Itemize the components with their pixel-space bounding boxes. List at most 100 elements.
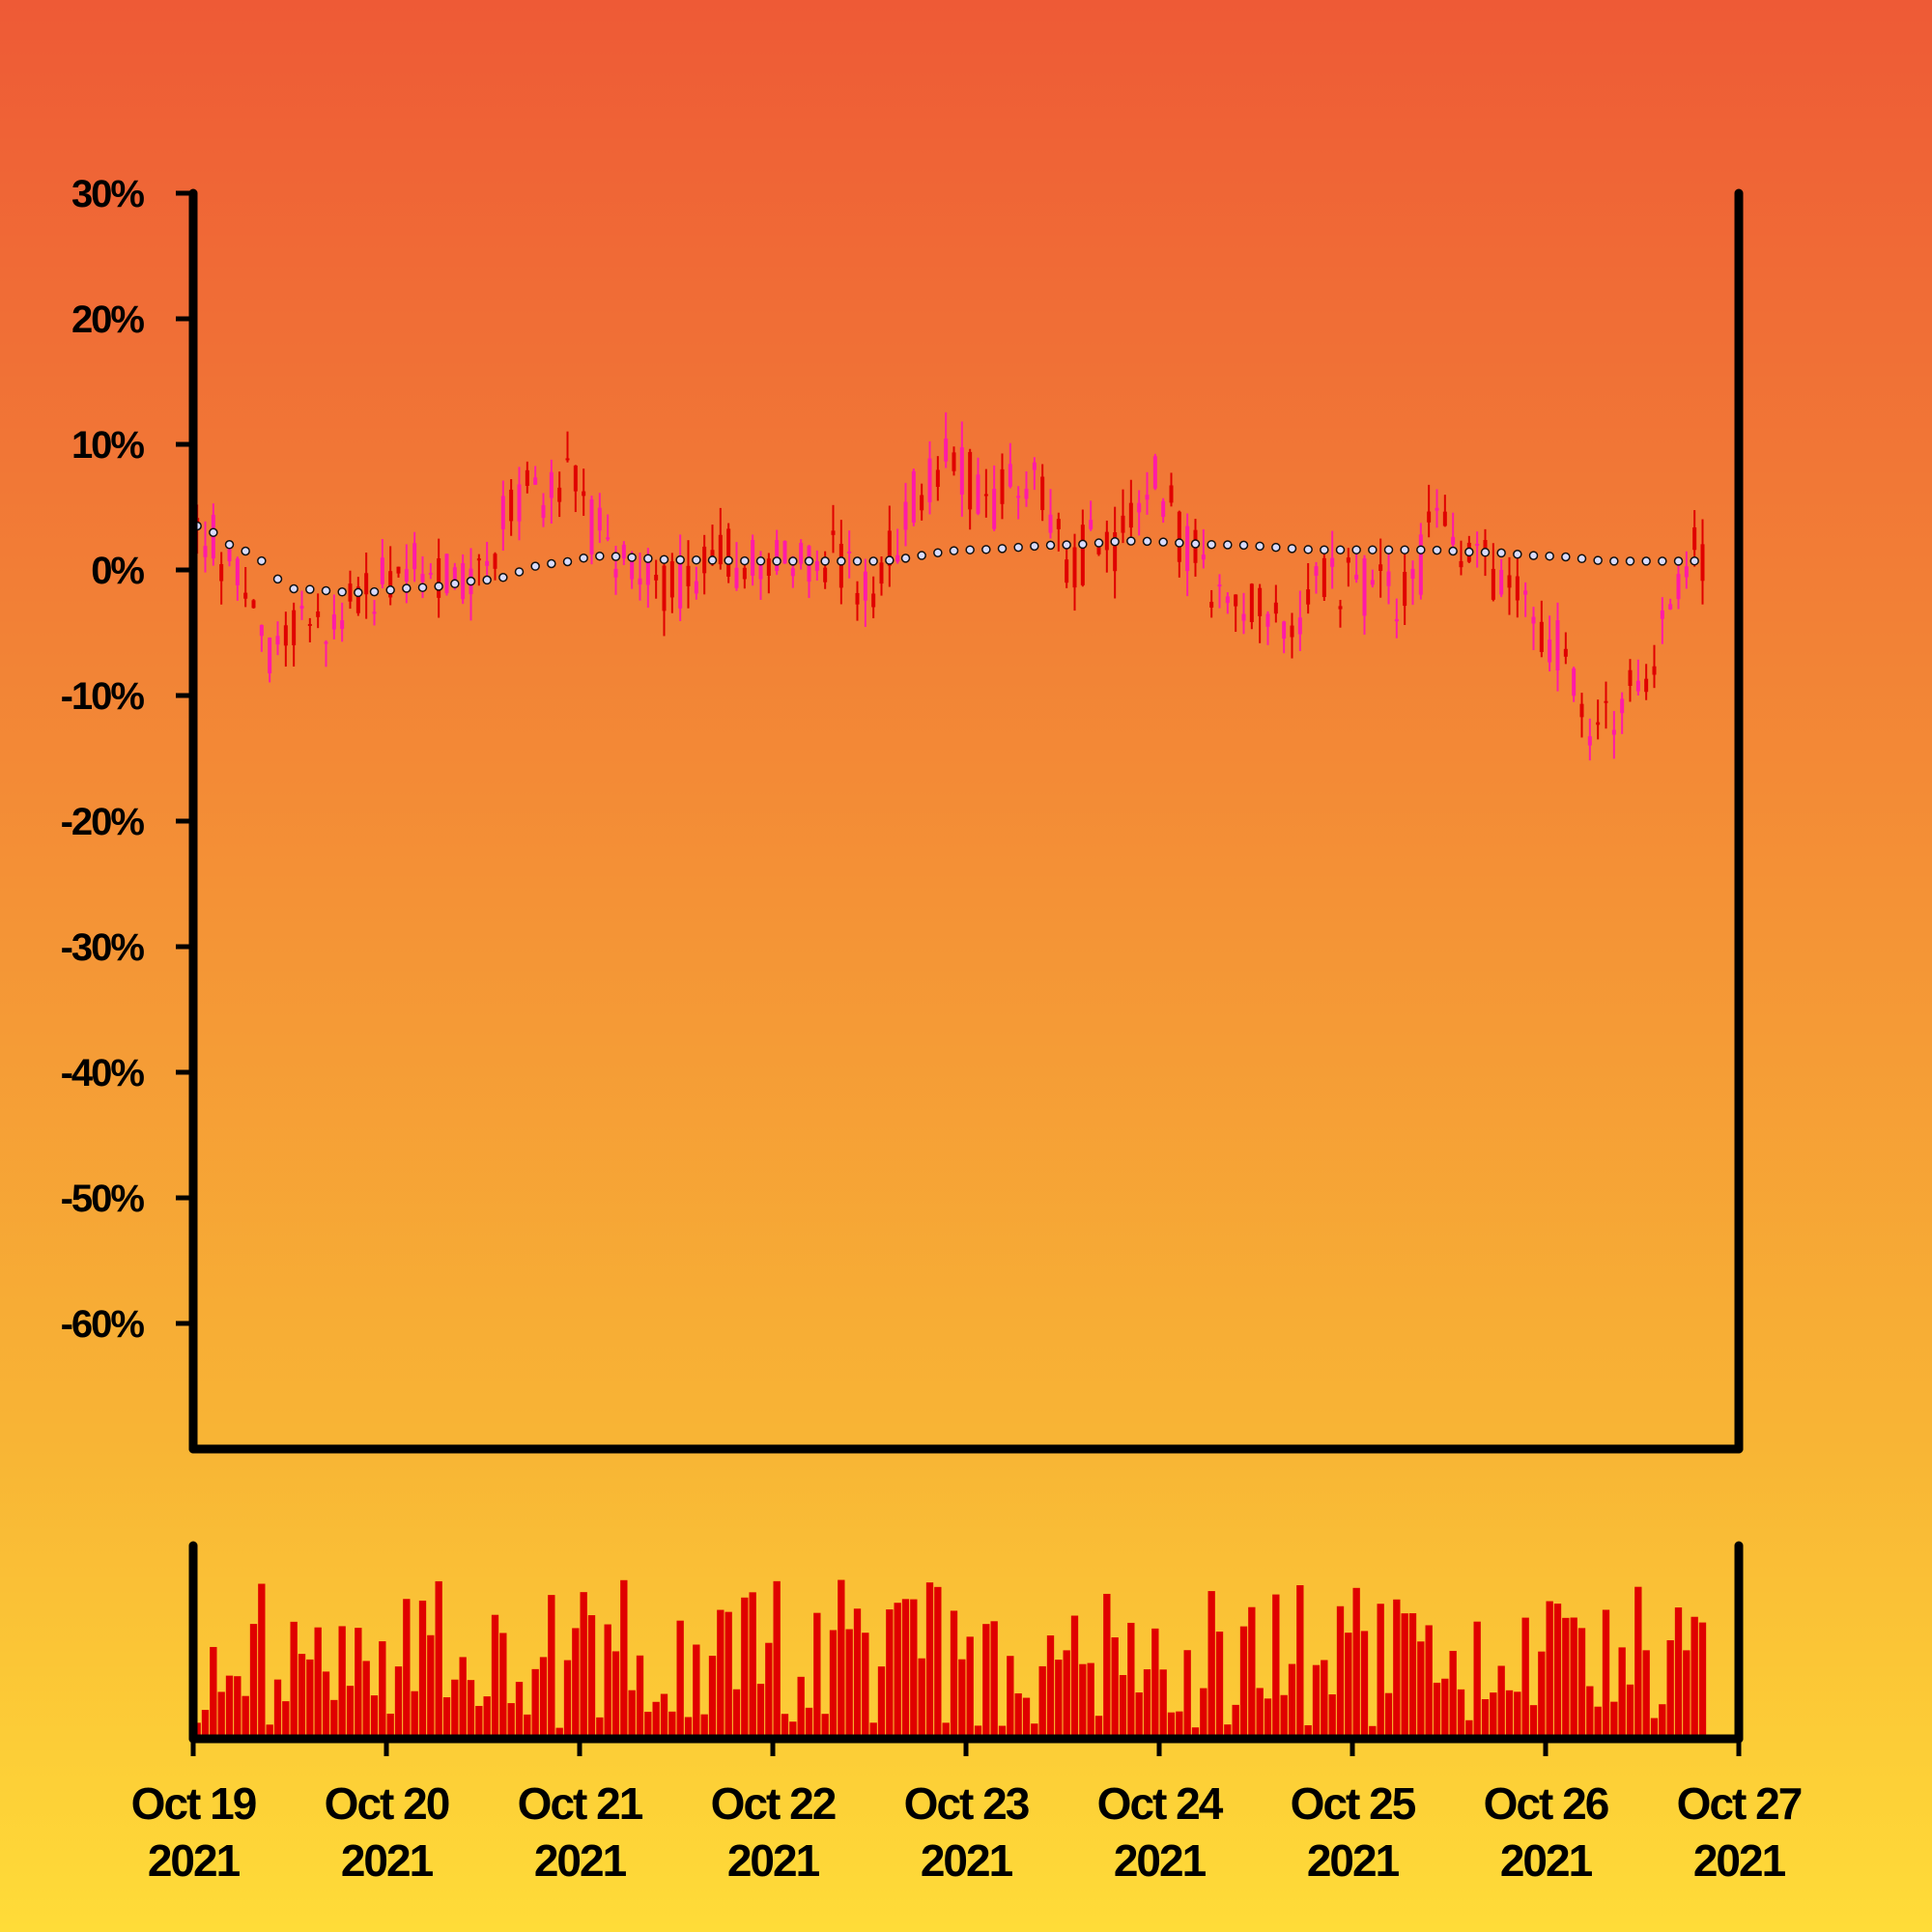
candle-body [388,571,393,598]
moving-average-point [740,555,750,566]
volume-bar [1183,1650,1191,1739]
volume-bar [1070,1615,1079,1739]
candle-body [1370,580,1375,585]
candle-body [1048,514,1053,533]
volume-bar [821,1714,829,1739]
volume-bar [258,1583,266,1739]
volume-bar [1417,1641,1425,1739]
candle-body [500,496,505,529]
candle-body [694,581,698,594]
moving-average-point [1577,554,1587,564]
volume-bar [362,1661,370,1739]
y-tick-label: -20% [61,801,145,843]
volume-bar [1594,1706,1602,1739]
volume-bar [644,1712,652,1739]
volume-bar [355,1628,362,1739]
moving-average-point [1320,545,1329,554]
candle-body [1620,698,1625,714]
moving-average-point [1062,540,1071,550]
moving-average-point [1207,539,1216,550]
volume-bar [1514,1691,1521,1739]
volume-bar [756,1684,765,1739]
moving-average-point [692,554,701,565]
volume-bar [684,1717,693,1739]
x-tick-label-year: 2021 [727,1835,820,1886]
volume-bar [427,1634,435,1739]
x-tick-label-year: 2021 [341,1835,434,1886]
volume-bar [1304,1724,1312,1739]
candle-body [331,614,336,630]
candle-body [1579,703,1584,718]
volume-bar [998,1725,1007,1739]
volume-bar [1200,1688,1208,1739]
volume-bar [724,1611,732,1739]
volume-bar [1256,1688,1264,1739]
x-tick-label-year: 2021 [921,1835,1013,1886]
candle-body [380,557,384,584]
moving-average-point [1142,536,1152,547]
moving-average-point [595,551,605,561]
volume-bar [225,1675,234,1739]
candle-body [1684,566,1689,578]
candles [195,412,1705,761]
candle-body [1080,525,1085,585]
volume-bar [862,1633,869,1739]
moving-average-point [289,583,298,594]
x-tick-label-date: Oct 26 [1484,1778,1608,1829]
candle-body [1234,594,1238,607]
candle-body [219,564,224,582]
volume-bar [1094,1716,1103,1739]
x-tick-label-date: Oct 20 [325,1778,449,1829]
volume-bar [418,1600,427,1739]
volume-bar [1602,1609,1610,1739]
volume-bar [330,1699,338,1739]
volume-bar [1393,1599,1401,1739]
candle-body [1515,576,1520,601]
candle-body [751,539,755,577]
x-tick-label-year: 2021 [534,1835,627,1886]
volume-bar [1264,1698,1272,1739]
moving-average-point [675,554,685,565]
volume-bar [386,1713,394,1739]
volume-bar [507,1703,515,1739]
candle-body [871,593,876,608]
candle-body [645,560,650,585]
moving-average-point [1223,540,1233,550]
candle-body [412,543,417,570]
moving-average-point [659,554,669,564]
candle-body [227,549,232,562]
candle-body [1185,526,1190,572]
candle-body [589,499,594,554]
moving-average-point [868,556,878,566]
volume-bar [403,1599,411,1739]
volume-bar [966,1636,974,1739]
moving-average-point [209,527,218,537]
volume-bar [958,1659,966,1739]
volume-bar [1674,1607,1683,1739]
moving-average-point [385,585,395,595]
volume-bar [797,1676,805,1739]
candle-body [1668,604,1673,610]
candle-body [1161,500,1166,518]
candle-body [493,554,497,569]
candle-body [1145,495,1150,500]
candle-body [299,606,304,609]
volume-bar [1449,1650,1457,1739]
volume-bar [210,1646,217,1739]
volume-bar [789,1721,797,1739]
candle-body [268,638,272,674]
moving-average-point [241,546,250,556]
candle-body [669,561,674,598]
candle-body [340,620,345,630]
volume-bar [1529,1705,1538,1739]
candle-body [911,470,916,523]
volume-bar [379,1641,386,1739]
candle-body [887,530,892,566]
moving-average-point [1625,556,1635,566]
candle-body [1403,572,1407,607]
volume-bar [942,1722,950,1739]
candle-body [1635,680,1640,692]
candle-body [203,546,208,557]
candle-body [1523,590,1528,595]
candle-body [307,623,312,626]
